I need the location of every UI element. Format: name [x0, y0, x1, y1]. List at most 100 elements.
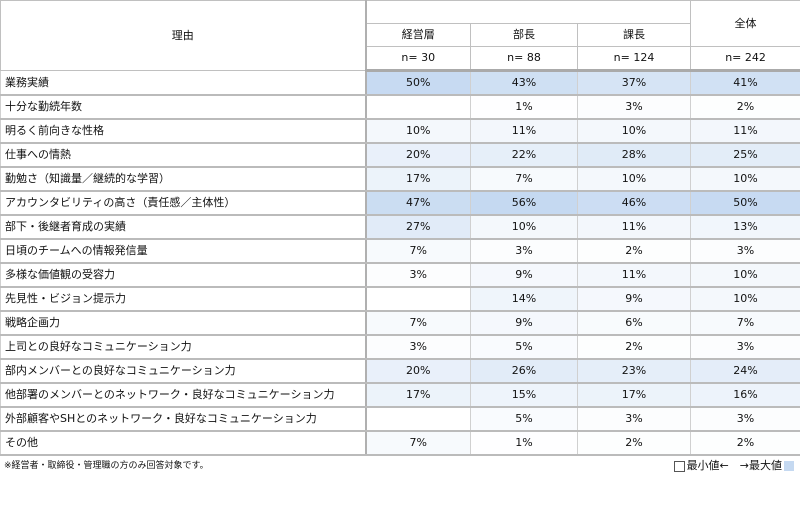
color-legend: 最小値← →最大値 — [673, 459, 794, 473]
value-cell: 17% — [365, 382, 471, 408]
value-cell: 11% — [576, 214, 692, 240]
row-label: 外部顧客やSHとのネットワーク・良好なコミュニケーション力 — [0, 406, 367, 432]
value-cell — [365, 94, 471, 120]
table-row: 部内メンバーとの良好なコミュニケーション力 20% 26% 23% 24% — [0, 358, 800, 384]
value-cell: 7% — [365, 430, 471, 456]
table-row: 部下・後継者育成の実績 27% 10% 11% 13% — [0, 214, 800, 240]
group-header: 経営層 — [365, 23, 471, 47]
value-cell — [365, 286, 471, 312]
footer: ※経営者・取締役・管理職の方のみ回答対象です。 最小値← →最大値 — [0, 456, 800, 473]
row-label: 上司との良好なコミュニケーション力 — [0, 334, 367, 360]
value-cell: 9% — [576, 286, 692, 312]
value-cell: 15% — [470, 382, 578, 408]
value-cell: 11% — [576, 262, 692, 288]
value-cell: 10% — [576, 166, 692, 192]
row-label: 仕事への情熱 — [0, 142, 367, 168]
table-row: アカウンタビリティの高さ（責任感／主体性） 47% 56% 46% 50% — [0, 190, 800, 216]
value-cell: 9% — [470, 310, 578, 336]
row-label: 戦略企画力 — [0, 310, 367, 336]
value-cell: 10% — [365, 118, 471, 144]
legend-min: 最小値← — [686, 459, 729, 472]
value-cell: 16% — [690, 382, 800, 408]
row-label: 日頃のチームへの情報発信量 — [0, 238, 367, 264]
value-cell: 1% — [470, 430, 578, 456]
value-cell: 1% — [470, 94, 578, 120]
value-cell: 10% — [690, 166, 800, 192]
row-label: 十分な勤続年数 — [0, 94, 367, 120]
value-cell: 43% — [470, 70, 578, 96]
group-header-blank — [364, 0, 692, 24]
value-cell: 2% — [576, 238, 692, 264]
value-cell: 37% — [576, 70, 692, 96]
value-cell: 27% — [365, 214, 471, 240]
value-cell: 3% — [576, 406, 692, 432]
value-cell: 2% — [690, 94, 800, 120]
value-cell: 56% — [470, 190, 578, 216]
value-cell: 2% — [690, 430, 800, 456]
table-row: 先見性・ビジョン提示力 14% 9% 10% — [0, 286, 800, 312]
value-cell — [365, 406, 471, 432]
value-cell: 5% — [470, 406, 578, 432]
row-label: 業務実績 — [0, 70, 367, 96]
value-cell: 3% — [690, 406, 800, 432]
table-row: 十分な勤続年数 1% 3% 2% — [0, 94, 800, 120]
value-cell: 17% — [365, 166, 471, 192]
value-cell: 50% — [365, 70, 471, 96]
value-cell: 47% — [365, 190, 471, 216]
value-cell: 20% — [365, 142, 471, 168]
value-cell: 7% — [365, 310, 471, 336]
value-cell: 46% — [576, 190, 692, 216]
results-table-view: 理由 全体 経営層 部長 課長 n= 30 n= 88 n= 124 n= 242 業務実績… — [0, 0, 800, 473]
table-row: 戦略企画力 7% 9% 6% 7% — [0, 310, 800, 336]
value-cell: 6% — [576, 310, 692, 336]
table-row: 外部顧客やSHとのネットワーク・良好なコミュニケーション力 5% 3% 3% — [0, 406, 800, 432]
value-cell: 3% — [470, 238, 578, 264]
value-cell: 2% — [576, 430, 692, 456]
value-cell: 3% — [690, 238, 800, 264]
min-swatch — [673, 460, 685, 472]
table-row: 仕事への情熱 20% 22% 28% 25% — [0, 142, 800, 168]
table-row: その他 7% 1% 2% 2% — [0, 430, 800, 456]
table-row: 勤勉さ（知識量／継続的な学習） 17% 7% 10% 10% — [0, 166, 800, 192]
value-cell: 22% — [470, 142, 578, 168]
value-cell: 11% — [690, 118, 800, 144]
value-cell: 26% — [470, 358, 578, 384]
table-row: 上司との良好なコミュニケーション力 3% 5% 2% 3% — [0, 334, 800, 360]
group-header: 課長 — [576, 23, 692, 47]
value-cell: 20% — [365, 358, 471, 384]
table-row: 業務実績 50% 43% 37% 41% — [0, 70, 800, 96]
value-cell: 3% — [690, 334, 800, 360]
value-cell: 10% — [576, 118, 692, 144]
table-row: 他部署のメンバーとのネットワーク・良好なコミュニケーション力 17% 15% 17% 1… — [0, 382, 800, 408]
value-cell: 11% — [470, 118, 578, 144]
value-cell: 23% — [576, 358, 692, 384]
value-cell: 2% — [576, 334, 692, 360]
table-row: 多様な価値観の受容力 3% 9% 11% 10% — [0, 262, 800, 288]
row-label: 部下・後継者育成の実績 — [0, 214, 367, 240]
value-cell: 5% — [470, 334, 578, 360]
row-label: 部内メンバーとの良好なコミュニケーション力 — [0, 358, 367, 384]
total-header: 全体 — [690, 0, 800, 47]
legend-max: →最大値 — [739, 459, 782, 472]
row-label: その他 — [0, 430, 367, 456]
row-label: 他部署のメンバーとのネットワーク・良好なコミュニケーション力 — [0, 382, 367, 408]
max-swatch — [784, 461, 794, 471]
value-cell: 10% — [690, 262, 800, 288]
value-cell: 3% — [365, 334, 471, 360]
n-count: n= 242 — [690, 46, 800, 72]
value-cell: 14% — [470, 286, 578, 312]
row-label: 明るく前向きな性格 — [0, 118, 367, 144]
n-count: n= 30 — [365, 46, 471, 72]
value-cell: 3% — [365, 262, 471, 288]
value-cell: 41% — [690, 70, 800, 96]
row-label: 多様な価値観の受容力 — [0, 262, 367, 288]
value-cell: 7% — [690, 310, 800, 336]
value-cell: 7% — [470, 166, 578, 192]
value-cell: 24% — [690, 358, 800, 384]
value-cell: 13% — [690, 214, 800, 240]
value-cell: 9% — [470, 262, 578, 288]
n-count: n= 124 — [576, 46, 692, 72]
reason-header: 理由 — [0, 0, 367, 71]
row-label: 先見性・ビジョン提示力 — [0, 286, 367, 312]
value-cell: 7% — [365, 238, 471, 264]
